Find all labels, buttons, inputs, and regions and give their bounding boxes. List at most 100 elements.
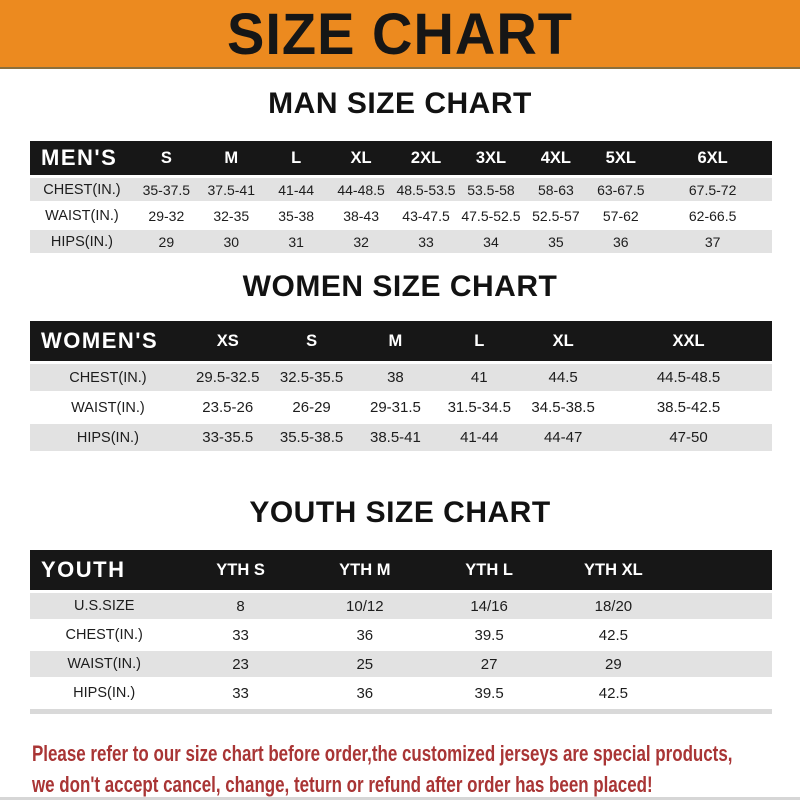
womens-size-table: WOMEN'S XS S M L XL XXL CHEST(IN.) 29.5-32.5 32.5… xyxy=(30,318,772,454)
size-cell: 29.5-32.5 xyxy=(185,364,270,391)
size-cell: 39.5 xyxy=(426,680,552,706)
size-cell: 29 xyxy=(551,651,676,677)
table-row: CHEST(IN.) 29.5-32.5 32.5-35.5 38 41 44.5 44.5… xyxy=(30,364,772,391)
size-cell: 44.5-48.5 xyxy=(605,364,772,391)
column-header: YTH XL xyxy=(551,550,676,590)
size-cell: 67.5-72 xyxy=(653,178,772,201)
size-cell: 41-44 xyxy=(263,178,329,201)
size-cell: 39.5 xyxy=(426,622,552,648)
row-label: WAIST(IN.) xyxy=(30,394,186,421)
size-cell: 29 xyxy=(133,230,199,253)
table-row: HIPS(IN.) 33-35.5 35.5-38.5 38.5-41 41-44 44-… xyxy=(30,424,772,451)
youth-size-section: YOUTH SIZE CHART YOUTH YTH S YTH M YTH L YTH… xyxy=(0,496,800,714)
row-label: CHEST(IN.) xyxy=(30,178,134,201)
column-header: M xyxy=(198,141,264,175)
size-cell: 33 xyxy=(393,230,459,253)
footer-note-line-1: Please refer to our size chart before or… xyxy=(32,741,733,766)
column-header: 5XL xyxy=(588,141,654,175)
women-size-section: WOMEN SIZE CHART WOMEN'S XS S M L XL XXL CHEST(… xyxy=(0,270,800,454)
size-cell: 25 xyxy=(302,651,427,677)
size-cell xyxy=(675,651,772,677)
size-cell xyxy=(675,680,772,706)
size-chart-banner: SIZE CHART xyxy=(0,0,800,69)
size-cell: 43-47.5 xyxy=(393,204,459,227)
column-header: 2XL xyxy=(393,141,459,175)
row-label: WAIST(IN.) xyxy=(30,204,134,227)
size-cell: 44.5 xyxy=(521,364,606,391)
column-header: 6XL xyxy=(653,141,772,175)
row-label: WAIST(IN.) xyxy=(30,651,179,677)
size-cell: 31 xyxy=(263,230,329,253)
size-cell: 36 xyxy=(302,622,427,648)
column-header: YTH M xyxy=(302,550,427,590)
size-cell: 30 xyxy=(198,230,264,253)
size-cell: 42.5 xyxy=(551,680,676,706)
size-cell: 33-35.5 xyxy=(185,424,270,451)
column-header: 3XL xyxy=(458,141,524,175)
column-header: YTH S xyxy=(178,550,303,590)
column-header: M xyxy=(353,321,438,361)
size-cell: 8 xyxy=(178,593,303,619)
table-title-cell: MEN'S xyxy=(30,141,134,175)
column-header: 4XL xyxy=(523,141,589,175)
size-cell: 42.5 xyxy=(551,622,676,648)
column-header xyxy=(675,550,772,590)
size-cell: 31.5-34.5 xyxy=(437,394,522,421)
size-cell: 23 xyxy=(178,651,303,677)
column-header: XXL xyxy=(605,321,772,361)
mens-size-table: MEN'S S M L XL 2XL 3XL 4XL 5XL 6XL CHEST(IN.) 35-37… xyxy=(30,138,772,256)
size-cell: 33 xyxy=(178,680,303,706)
size-cell xyxy=(675,593,772,619)
column-header: S xyxy=(269,321,354,361)
women-size-chart-heading: WOMEN SIZE CHART xyxy=(242,270,558,303)
size-cell: 47-50 xyxy=(605,424,772,451)
table-row: HIPS(IN.) 33 36 39.5 42.5 xyxy=(30,680,772,706)
size-cell: 29-31.5 xyxy=(353,394,438,421)
row-label: CHEST(IN.) xyxy=(30,364,186,391)
size-cell: 63-67.5 xyxy=(588,178,654,201)
row-label: U.S.SIZE xyxy=(30,593,179,619)
column-header: L xyxy=(263,141,329,175)
footer-note: Please refer to our size chart before or… xyxy=(32,738,800,800)
size-cell: 62-66.5 xyxy=(653,204,772,227)
size-cell: 36 xyxy=(302,680,427,706)
table-row: CHEST(IN.) 35-37.5 37.5-41 41-44 44-48.5 48.5… xyxy=(30,178,772,201)
size-cell xyxy=(675,622,772,648)
size-cell: 48.5-53.5 xyxy=(393,178,459,201)
size-cell: 37.5-41 xyxy=(198,178,264,201)
size-cell: 18/20 xyxy=(551,593,676,619)
size-cell: 35-37.5 xyxy=(133,178,199,201)
size-cell: 14/16 xyxy=(426,593,552,619)
size-cell: 23.5-26 xyxy=(185,394,270,421)
column-header: XL xyxy=(328,141,394,175)
size-cell: 33 xyxy=(178,622,303,648)
row-label: HIPS(IN.) xyxy=(30,424,186,451)
table-row: HIPS(IN.) 29 30 31 32 33 34 35 36 37 xyxy=(30,230,772,253)
size-cell: 44-47 xyxy=(521,424,606,451)
column-header: XS xyxy=(185,321,270,361)
size-cell: 58-63 xyxy=(523,178,589,201)
size-cell: 44-48.5 xyxy=(328,178,394,201)
size-cell: 38.5-41 xyxy=(353,424,438,451)
size-cell: 35-38 xyxy=(263,204,329,227)
youth-size-chart-heading: YOUTH SIZE CHART xyxy=(249,496,551,529)
man-size-chart-heading: MAN SIZE CHART xyxy=(268,87,532,120)
size-cell: 10/12 xyxy=(302,593,427,619)
size-cell: 41 xyxy=(437,364,522,391)
column-header: L xyxy=(437,321,522,361)
row-label: CHEST(IN.) xyxy=(30,622,179,648)
size-cell: 38 xyxy=(353,364,438,391)
table-title-cell: WOMEN'S xyxy=(30,321,186,361)
size-cell: 38.5-42.5 xyxy=(605,394,772,421)
row-label: HIPS(IN.) xyxy=(30,680,179,706)
size-cell: 57-62 xyxy=(588,204,654,227)
table-row: U.S.SIZE 8 10/12 14/16 18/20 xyxy=(30,593,772,619)
size-cell: 35.5-38.5 xyxy=(269,424,354,451)
size-cell: 32 xyxy=(328,230,394,253)
table-title-cell: YOUTH xyxy=(30,550,179,590)
youth-table-tail-strip xyxy=(30,709,772,714)
column-header: XL xyxy=(521,321,606,361)
table-row: CHEST(IN.) 33 36 39.5 42.5 xyxy=(30,622,772,648)
size-cell: 35 xyxy=(523,230,589,253)
size-cell: 27 xyxy=(426,651,552,677)
